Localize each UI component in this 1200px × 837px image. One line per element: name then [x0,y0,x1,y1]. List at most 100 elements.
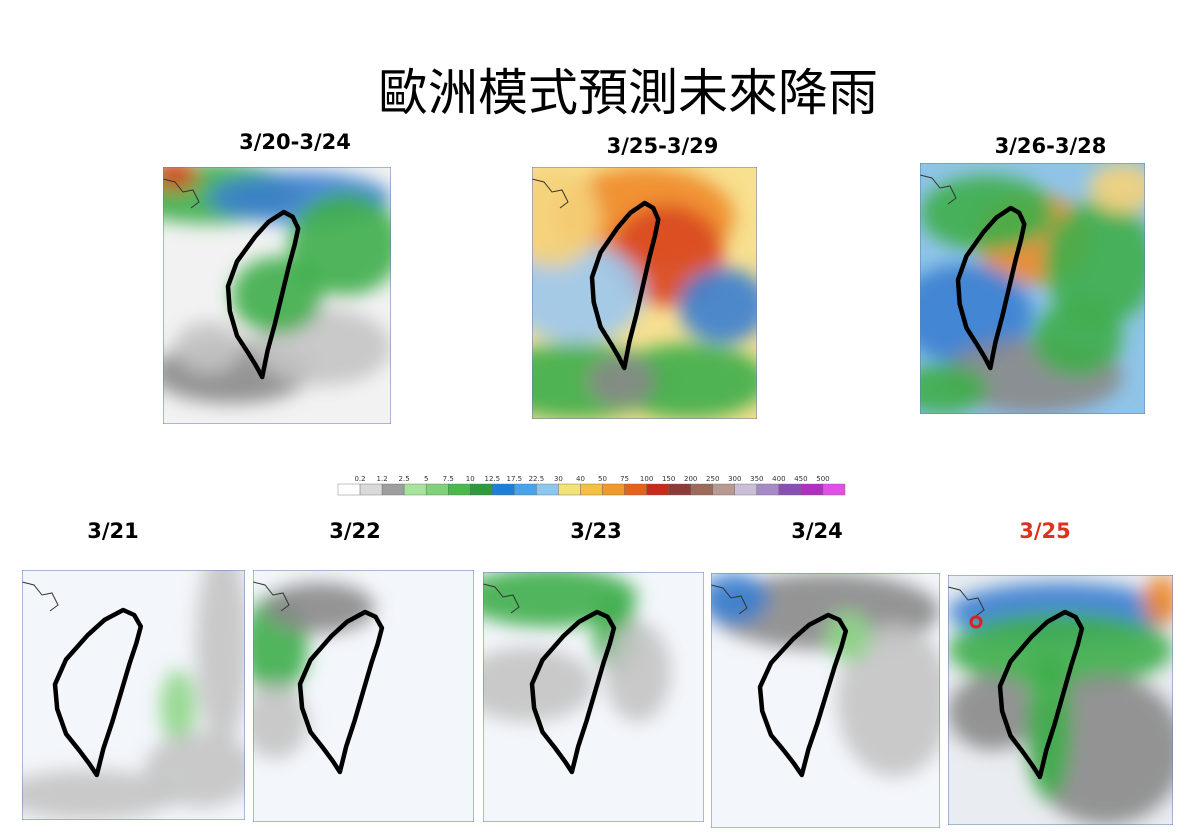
rain-area [160,670,196,745]
rain-area [144,732,245,808]
legend-tick: 100 [640,475,653,483]
china-coast [253,581,290,612]
legend-swatch [381,483,405,496]
rain-area [264,582,375,633]
weather-map [532,167,757,419]
taiwan-outline [52,607,144,778]
legend-tick: 400 [772,475,785,483]
legend-tick: 40 [576,475,585,483]
rain-area [1088,163,1145,214]
rain-area [163,167,198,191]
rain-area [604,622,671,722]
rain-area [1043,200,1145,327]
legend-swatch [425,483,449,496]
legend-tick: 500 [816,475,829,483]
legend-swatch [712,483,735,496]
legend-tick: 200 [684,475,697,483]
rain-field [711,573,940,777]
china-coast [920,174,957,205]
legend-tick: 350 [750,475,763,483]
daily-label: 3/21 [87,519,139,543]
legend-tick: 75 [620,475,629,483]
rain-area [920,263,1033,364]
legend-swatch [602,483,625,496]
legend-tick: 2.5 [399,475,410,483]
china-coast [711,584,748,615]
rain-area [532,167,600,268]
rain-field [22,570,245,820]
legend-swatch [337,483,361,496]
weather-map [483,572,704,822]
china-coast [163,178,200,209]
rain-area [948,675,1038,750]
legend-tick: 10 [466,475,475,483]
period-label: 3/26-3/28 [995,134,1107,158]
daily-label: 3/23 [570,519,622,543]
legend-tick: 150 [662,475,675,483]
rain-field [948,575,1173,825]
legend-tick: 17.5 [507,475,523,483]
china-coast [483,583,520,614]
legend-swatch [558,483,581,496]
daily-label: 3/22 [329,519,381,543]
legend-swatch [580,483,603,496]
rain-area [920,363,988,414]
legend-swatch [403,483,427,496]
legend-swatch [448,483,471,496]
legend-swatch [756,483,780,496]
china-coast [532,178,569,209]
legend-swatch [536,483,559,496]
daily-label: 3/25 [1019,519,1071,543]
rain-area [231,256,323,335]
legend-tick: 12.5 [485,475,501,483]
taiwan-outline [997,609,1085,780]
rain-area [1026,650,1072,800]
taiwan-outline [225,209,301,380]
legend-swatch [514,483,537,496]
legend-tick: 1.2 [377,475,388,483]
rain-area [678,267,757,344]
legend-swatch [624,483,647,496]
legend-tick: 250 [706,475,719,483]
weather-map [22,570,245,820]
daily-label: 3/24 [791,519,843,543]
marker [969,615,983,629]
rain-field [532,167,757,419]
weather-map [163,167,391,424]
legend-swatch [690,483,713,496]
legend-swatch [778,483,802,496]
legend-tick: 30 [554,475,563,483]
rain-area [610,343,757,419]
taiwan-outline [297,609,385,775]
rain-field [163,167,391,404]
period-label: 3/20-3/24 [239,130,351,154]
weather-map [920,163,1145,414]
legend-tick: 7.5 [443,475,454,483]
taiwan-outline [589,200,661,371]
period-label: 3/25-3/29 [607,134,719,158]
rain-area [948,612,1173,688]
taiwan-outline [757,612,849,778]
rain-area [253,683,309,759]
rain-area [825,611,872,663]
rain-area [195,570,245,745]
rain-field [920,163,1145,414]
rain-area [483,647,594,722]
legend-swatch [359,483,383,496]
legend-tick: 450 [794,475,807,483]
legend-tick: 5 [424,475,428,483]
legend-swatch [646,483,669,496]
slide-title: 歐洲模式預測未來降雨 [378,64,878,122]
weather-map [711,573,940,828]
rain-area [1032,301,1123,377]
rain-area [1143,575,1173,625]
legend-swatch [470,483,493,496]
rain-area [288,192,391,296]
legend-tick: 22.5 [529,475,545,483]
legend-swatch [800,483,824,496]
legend-tick: 50 [598,475,607,483]
rain-area [174,321,243,373]
legend-swatch [492,483,515,496]
